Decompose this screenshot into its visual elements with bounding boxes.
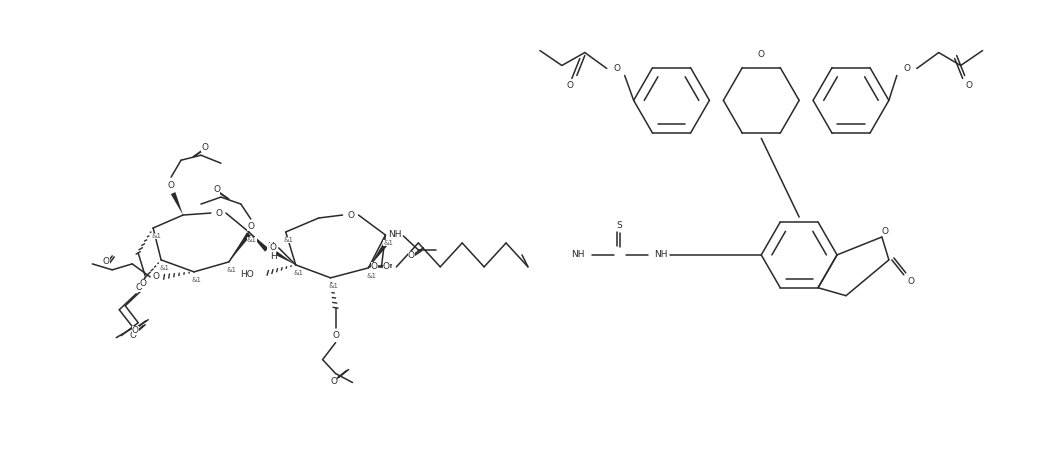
Text: O: O — [613, 64, 620, 73]
Text: O: O — [215, 208, 222, 217]
Text: S: S — [617, 221, 622, 230]
Text: O: O — [332, 331, 339, 340]
Polygon shape — [369, 242, 388, 268]
Text: &1: &1 — [293, 270, 304, 276]
Text: &1: &1 — [192, 277, 201, 283]
Text: NH: NH — [655, 251, 668, 259]
Text: O: O — [102, 257, 110, 266]
Text: O: O — [965, 81, 972, 90]
Text: &1: &1 — [151, 233, 161, 239]
Text: H: H — [270, 252, 277, 262]
Text: O: O — [881, 227, 888, 237]
Text: &1: &1 — [366, 273, 377, 279]
Text: O: O — [140, 279, 146, 288]
Text: HO: HO — [240, 270, 254, 279]
Text: NH: NH — [571, 251, 585, 259]
Text: NH: NH — [388, 231, 402, 239]
Text: O: O — [907, 277, 915, 286]
Text: O: O — [129, 331, 137, 340]
Text: &1: &1 — [246, 237, 257, 243]
Text: O: O — [152, 272, 160, 281]
Text: O: O — [758, 50, 765, 59]
Text: O: O — [566, 81, 573, 90]
Text: O: O — [383, 262, 389, 271]
Polygon shape — [248, 232, 268, 252]
Text: H: H — [267, 242, 275, 252]
Text: O: O — [347, 211, 354, 220]
Text: O: O — [247, 222, 255, 231]
Polygon shape — [275, 251, 295, 265]
Text: &1: &1 — [329, 283, 338, 289]
Text: &1: &1 — [284, 237, 293, 243]
Text: O: O — [371, 262, 378, 271]
Text: O: O — [408, 252, 414, 261]
Text: O: O — [132, 326, 139, 335]
Text: &1: &1 — [383, 240, 394, 246]
Text: O: O — [269, 243, 277, 252]
Text: O: O — [330, 377, 337, 386]
Polygon shape — [171, 192, 183, 215]
Polygon shape — [229, 232, 251, 262]
Text: O: O — [136, 283, 143, 292]
Text: O: O — [168, 181, 174, 190]
Text: O: O — [201, 143, 209, 152]
Text: &1: &1 — [159, 265, 169, 271]
Text: O: O — [213, 185, 220, 193]
Text: O: O — [903, 64, 910, 73]
Text: &1: &1 — [227, 267, 237, 273]
